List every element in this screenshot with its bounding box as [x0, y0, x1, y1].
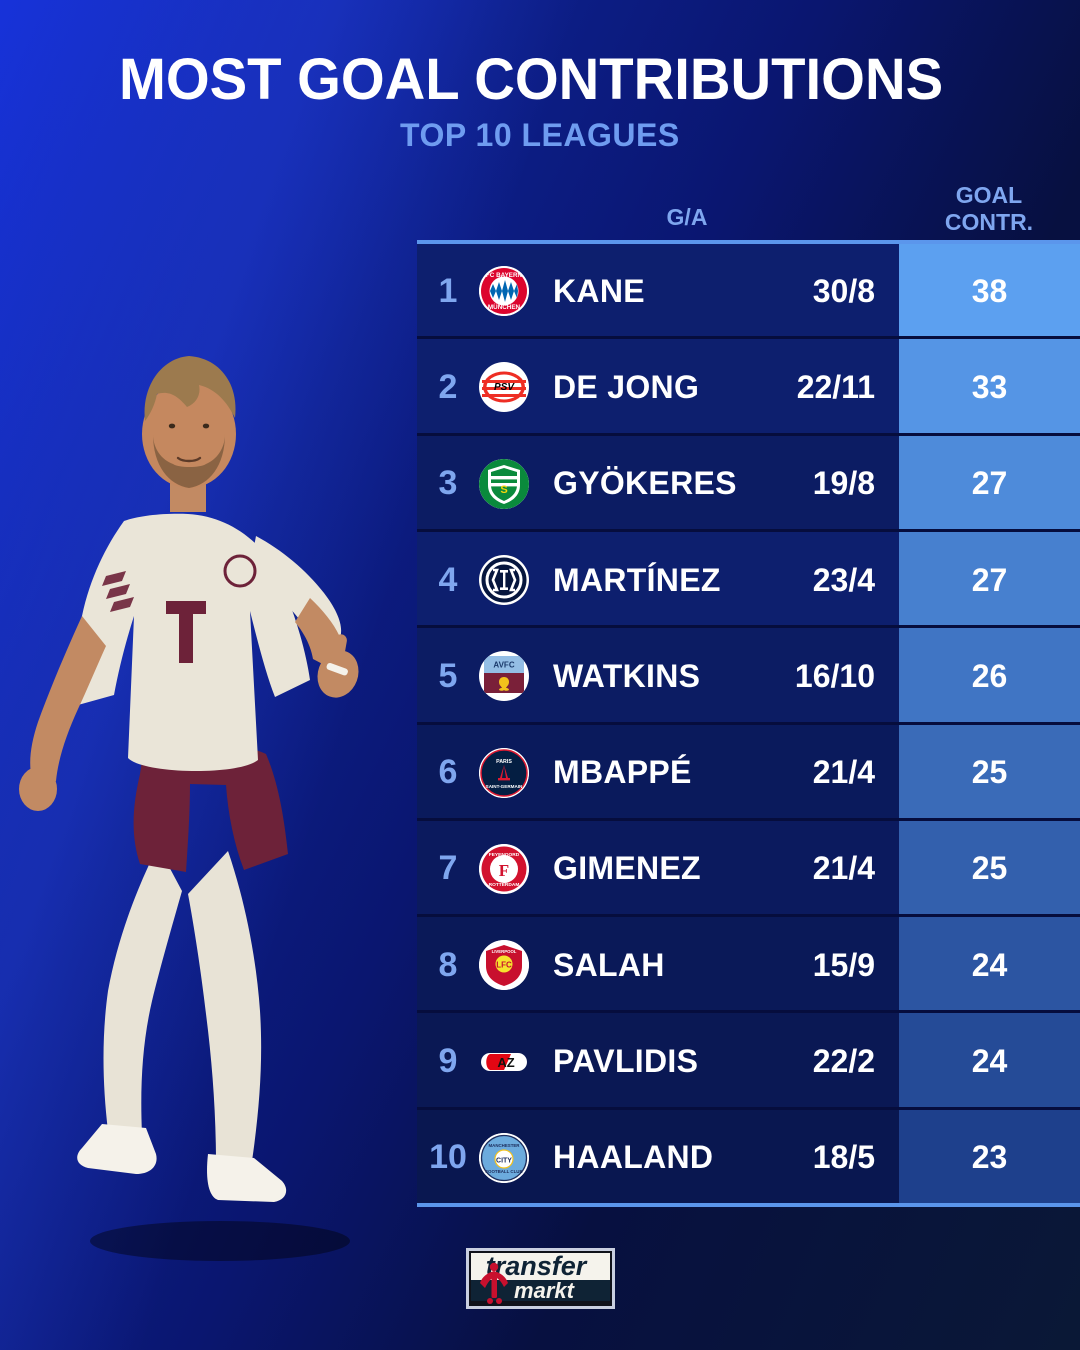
svg-text:F: F	[499, 861, 509, 880]
svg-text:AVFC: AVFC	[493, 661, 514, 670]
svg-text:FC BAYERN: FC BAYERN	[486, 272, 523, 279]
svg-text:AZ: AZ	[497, 1055, 514, 1070]
svg-text:markt: markt	[514, 1278, 576, 1303]
svg-text:LIVERPOOL: LIVERPOOL	[492, 949, 517, 954]
svg-text:S: S	[500, 484, 507, 496]
svg-text:MÜNCHEN: MÜNCHEN	[488, 302, 521, 311]
svg-text:FOOTBALL CLUB: FOOTBALL CLUB	[485, 1169, 522, 1174]
svg-text:MANCHESTER: MANCHESTER	[489, 1143, 521, 1148]
svg-text:LFC: LFC	[496, 961, 512, 970]
svg-text:ROTTERDAM: ROTTERDAM	[489, 882, 520, 888]
svg-text:SAINT-GERMAIN: SAINT-GERMAIN	[486, 784, 523, 789]
svg-text:FEYENOORD: FEYENOORD	[489, 852, 520, 858]
svg-text:PSV: PSV	[494, 382, 515, 393]
svg-text:PARIS: PARIS	[496, 759, 512, 765]
svg-text:CITY: CITY	[496, 1157, 512, 1164]
